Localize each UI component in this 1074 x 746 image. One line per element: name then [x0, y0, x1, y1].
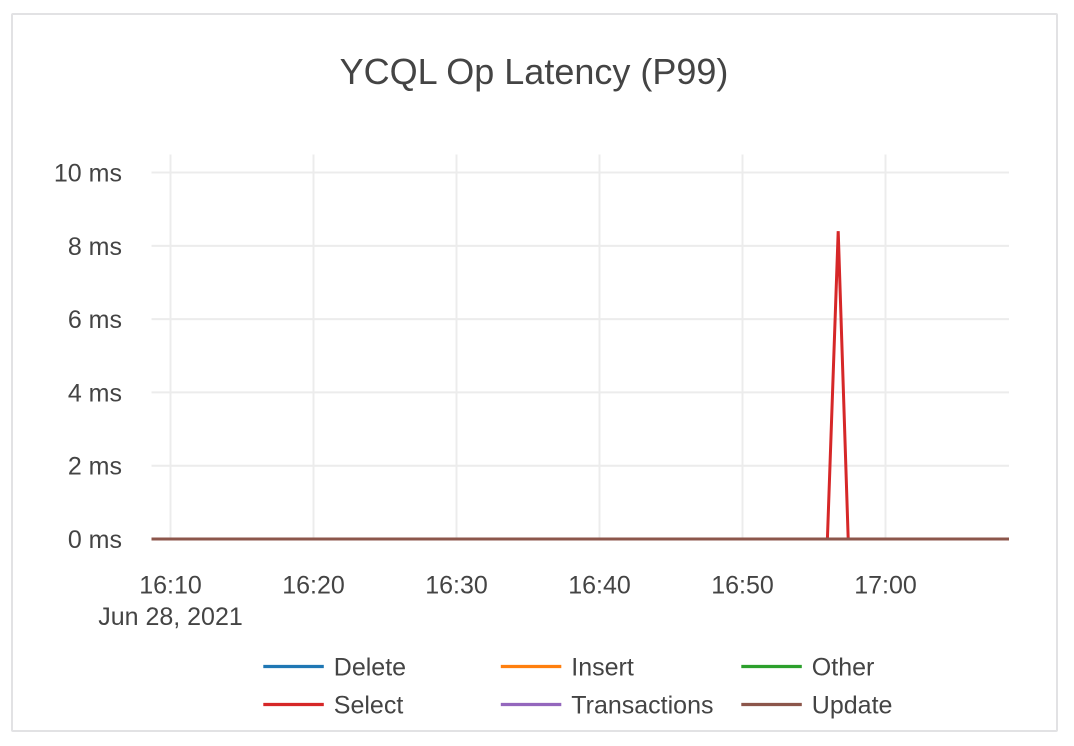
- chart-card: [11, 13, 1058, 732]
- y-tick-label: 10 ms: [54, 160, 122, 188]
- y-tick-label: 8 ms: [68, 233, 122, 261]
- x-axis-labels: 16:10 16:20 16:30 16:40 16:50 17:00: [139, 572, 917, 600]
- x-tick-label: 16:10: [139, 572, 202, 600]
- y-tick-label: 6 ms: [68, 306, 122, 334]
- x-tick-label: 16:40: [568, 572, 631, 600]
- y-axis-labels: 0 ms 2 ms 4 ms 6 ms 8 ms 10 ms: [54, 160, 122, 554]
- plot-area[interactable]: [152, 155, 1010, 540]
- x-axis-date-label: Jun 28, 2021: [98, 603, 243, 631]
- legend-label: Other: [812, 654, 875, 682]
- x-tick-label: 16:20: [282, 572, 345, 600]
- legend-item-insert[interactable]: Insert: [500, 654, 634, 682]
- x-tick-label: 17:00: [854, 572, 917, 600]
- legend-item-delete[interactable]: Delete: [263, 654, 406, 682]
- chart-title: YCQL Op Latency (P99): [340, 51, 729, 92]
- legend-item-transactions[interactable]: Transactions: [500, 692, 714, 720]
- series-lines: [151, 231, 1009, 541]
- y-tick-label: 4 ms: [68, 379, 122, 407]
- legend: Delete Insert Other Select Transactions Updat…: [263, 654, 892, 720]
- legend-label: Select: [334, 692, 404, 720]
- legend-item-select[interactable]: Select: [263, 692, 403, 720]
- x-tick-label: 16:30: [425, 572, 488, 600]
- x-tick-label: 16:50: [711, 572, 774, 600]
- legend-label: Transactions: [571, 692, 713, 720]
- legend-label: Update: [812, 692, 893, 720]
- legend-item-update[interactable]: Update: [741, 692, 892, 720]
- legend-label: Delete: [334, 654, 406, 682]
- y-tick-label: 0 ms: [68, 526, 122, 554]
- y-tick-label: 2 ms: [68, 453, 122, 481]
- legend-item-other[interactable]: Other: [741, 654, 874, 682]
- legend-label: Insert: [571, 654, 634, 682]
